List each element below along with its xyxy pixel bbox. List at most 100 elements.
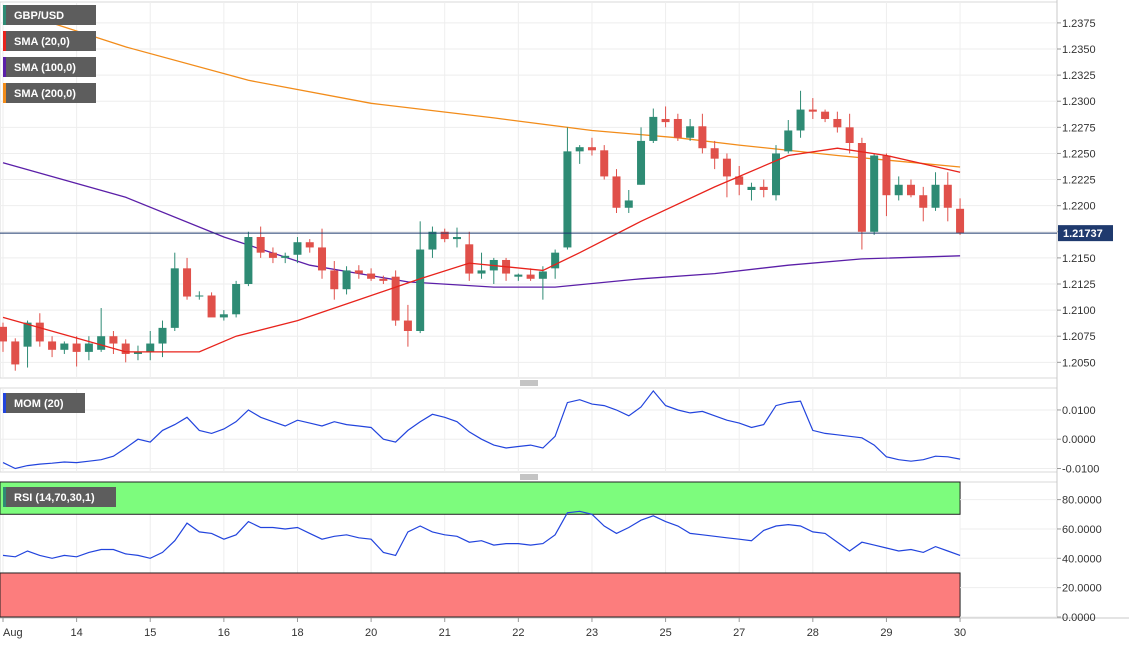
rsi-tick-label: 60.0000	[1062, 524, 1102, 536]
candle	[833, 111, 842, 133]
candle-body	[23, 322, 32, 347]
candle-body	[477, 270, 486, 274]
candle-body	[158, 327, 167, 344]
rsi-legend[interactable]: RSI (14,70,30,1)	[3, 487, 116, 507]
panel-resize-grip-1[interactable]	[520, 474, 538, 480]
momentum-legend[interactable]: MOM (20)	[3, 393, 85, 413]
candle	[60, 341, 69, 354]
price-tick-label: 1.2225	[1062, 175, 1096, 187]
candle-body	[403, 320, 412, 331]
candle	[624, 190, 633, 213]
candle-body	[72, 343, 81, 352]
candle	[440, 228, 449, 243]
candle	[35, 313, 44, 347]
candle-body	[624, 200, 633, 208]
candle	[956, 198, 965, 235]
candle	[428, 226, 437, 258]
price-tick-label: 1.2200	[1062, 201, 1096, 213]
candle	[661, 106, 670, 128]
momentum-legend-label: MOM (20)	[14, 398, 64, 410]
candle	[710, 140, 719, 170]
legend-item[interactable]: SMA (100,0)	[3, 57, 96, 77]
time-tick-label: 27	[733, 627, 745, 639]
legend-color-swatch	[3, 31, 6, 51]
candle	[133, 345, 142, 361]
candle-body	[268, 252, 277, 258]
candle-body	[354, 270, 363, 274]
candle-body	[121, 343, 130, 354]
time-tick-label: 15	[144, 627, 156, 639]
candle-body	[735, 176, 744, 185]
candle-body	[391, 276, 400, 321]
candle	[821, 109, 830, 123]
candle-body	[686, 126, 695, 138]
candle	[379, 275, 388, 284]
candle-body	[318, 247, 327, 271]
rsi-oversold-zone	[0, 572, 961, 618]
candle	[416, 221, 425, 334]
time-tick-label: 21	[439, 627, 451, 639]
candle-body	[146, 343, 155, 352]
time-tick-label: 23	[586, 627, 598, 639]
candle-body	[821, 111, 830, 119]
candle-body	[612, 176, 621, 208]
legend-box	[3, 57, 96, 77]
candle	[637, 127, 646, 185]
candle-body	[943, 184, 952, 208]
candle	[477, 252, 486, 279]
price-tick-label: 1.2250	[1062, 148, 1096, 160]
candle-body	[710, 148, 719, 159]
candle-body	[244, 237, 253, 284]
legend-box	[3, 31, 96, 51]
candle	[600, 145, 609, 180]
candle-body	[305, 242, 314, 248]
candle-body	[465, 244, 474, 274]
legend-color-swatch	[3, 5, 6, 25]
candle-body	[514, 274, 523, 277]
candle-body	[906, 184, 915, 196]
candle-body	[84, 343, 93, 352]
price-tick-label: 1.2300	[1062, 96, 1096, 108]
candle-body	[97, 336, 106, 350]
price-tick-label: 1.2100	[1062, 305, 1096, 317]
candle	[268, 247, 277, 264]
candle-body	[232, 284, 241, 315]
candle	[784, 120, 793, 154]
candle-body	[882, 155, 891, 196]
legend-item[interactable]: SMA (20,0)	[3, 31, 96, 51]
candle-body	[207, 295, 216, 318]
candle-body	[587, 147, 596, 151]
price-tick-label: 1.2050	[1062, 357, 1096, 369]
candle-body	[183, 268, 192, 297]
panel-resize-grip-0[interactable]	[520, 380, 538, 386]
legend-box	[3, 487, 116, 507]
rsi-line	[2, 510, 961, 559]
legend-item[interactable]: SMA (200,0)	[3, 83, 96, 103]
candles-group	[0, 90, 965, 371]
time-tick-label: 20	[365, 627, 377, 639]
candle-body	[281, 255, 290, 258]
candle	[722, 153, 731, 198]
candle	[11, 338, 20, 371]
candle	[109, 331, 118, 354]
candle	[293, 237, 302, 264]
time-tick-label: 29	[880, 627, 892, 639]
candle	[244, 231, 253, 287]
candle-body	[538, 271, 547, 279]
legend-label: SMA (20,0)	[14, 36, 70, 48]
candle	[219, 310, 228, 321]
last-price-label: 1.21737	[1063, 228, 1103, 240]
legend-item[interactable]: GBP/USD	[3, 5, 96, 25]
sma20-line	[2, 147, 961, 353]
candle-body	[440, 231, 449, 240]
candle-body	[428, 231, 437, 250]
legend-label: GBP/USD	[14, 10, 64, 22]
candle	[514, 273, 523, 281]
candle	[207, 292, 216, 318]
candle-body	[600, 150, 609, 177]
candle-body	[808, 109, 817, 112]
candle	[931, 172, 940, 211]
candle	[575, 145, 584, 164]
candle-body	[563, 151, 572, 248]
